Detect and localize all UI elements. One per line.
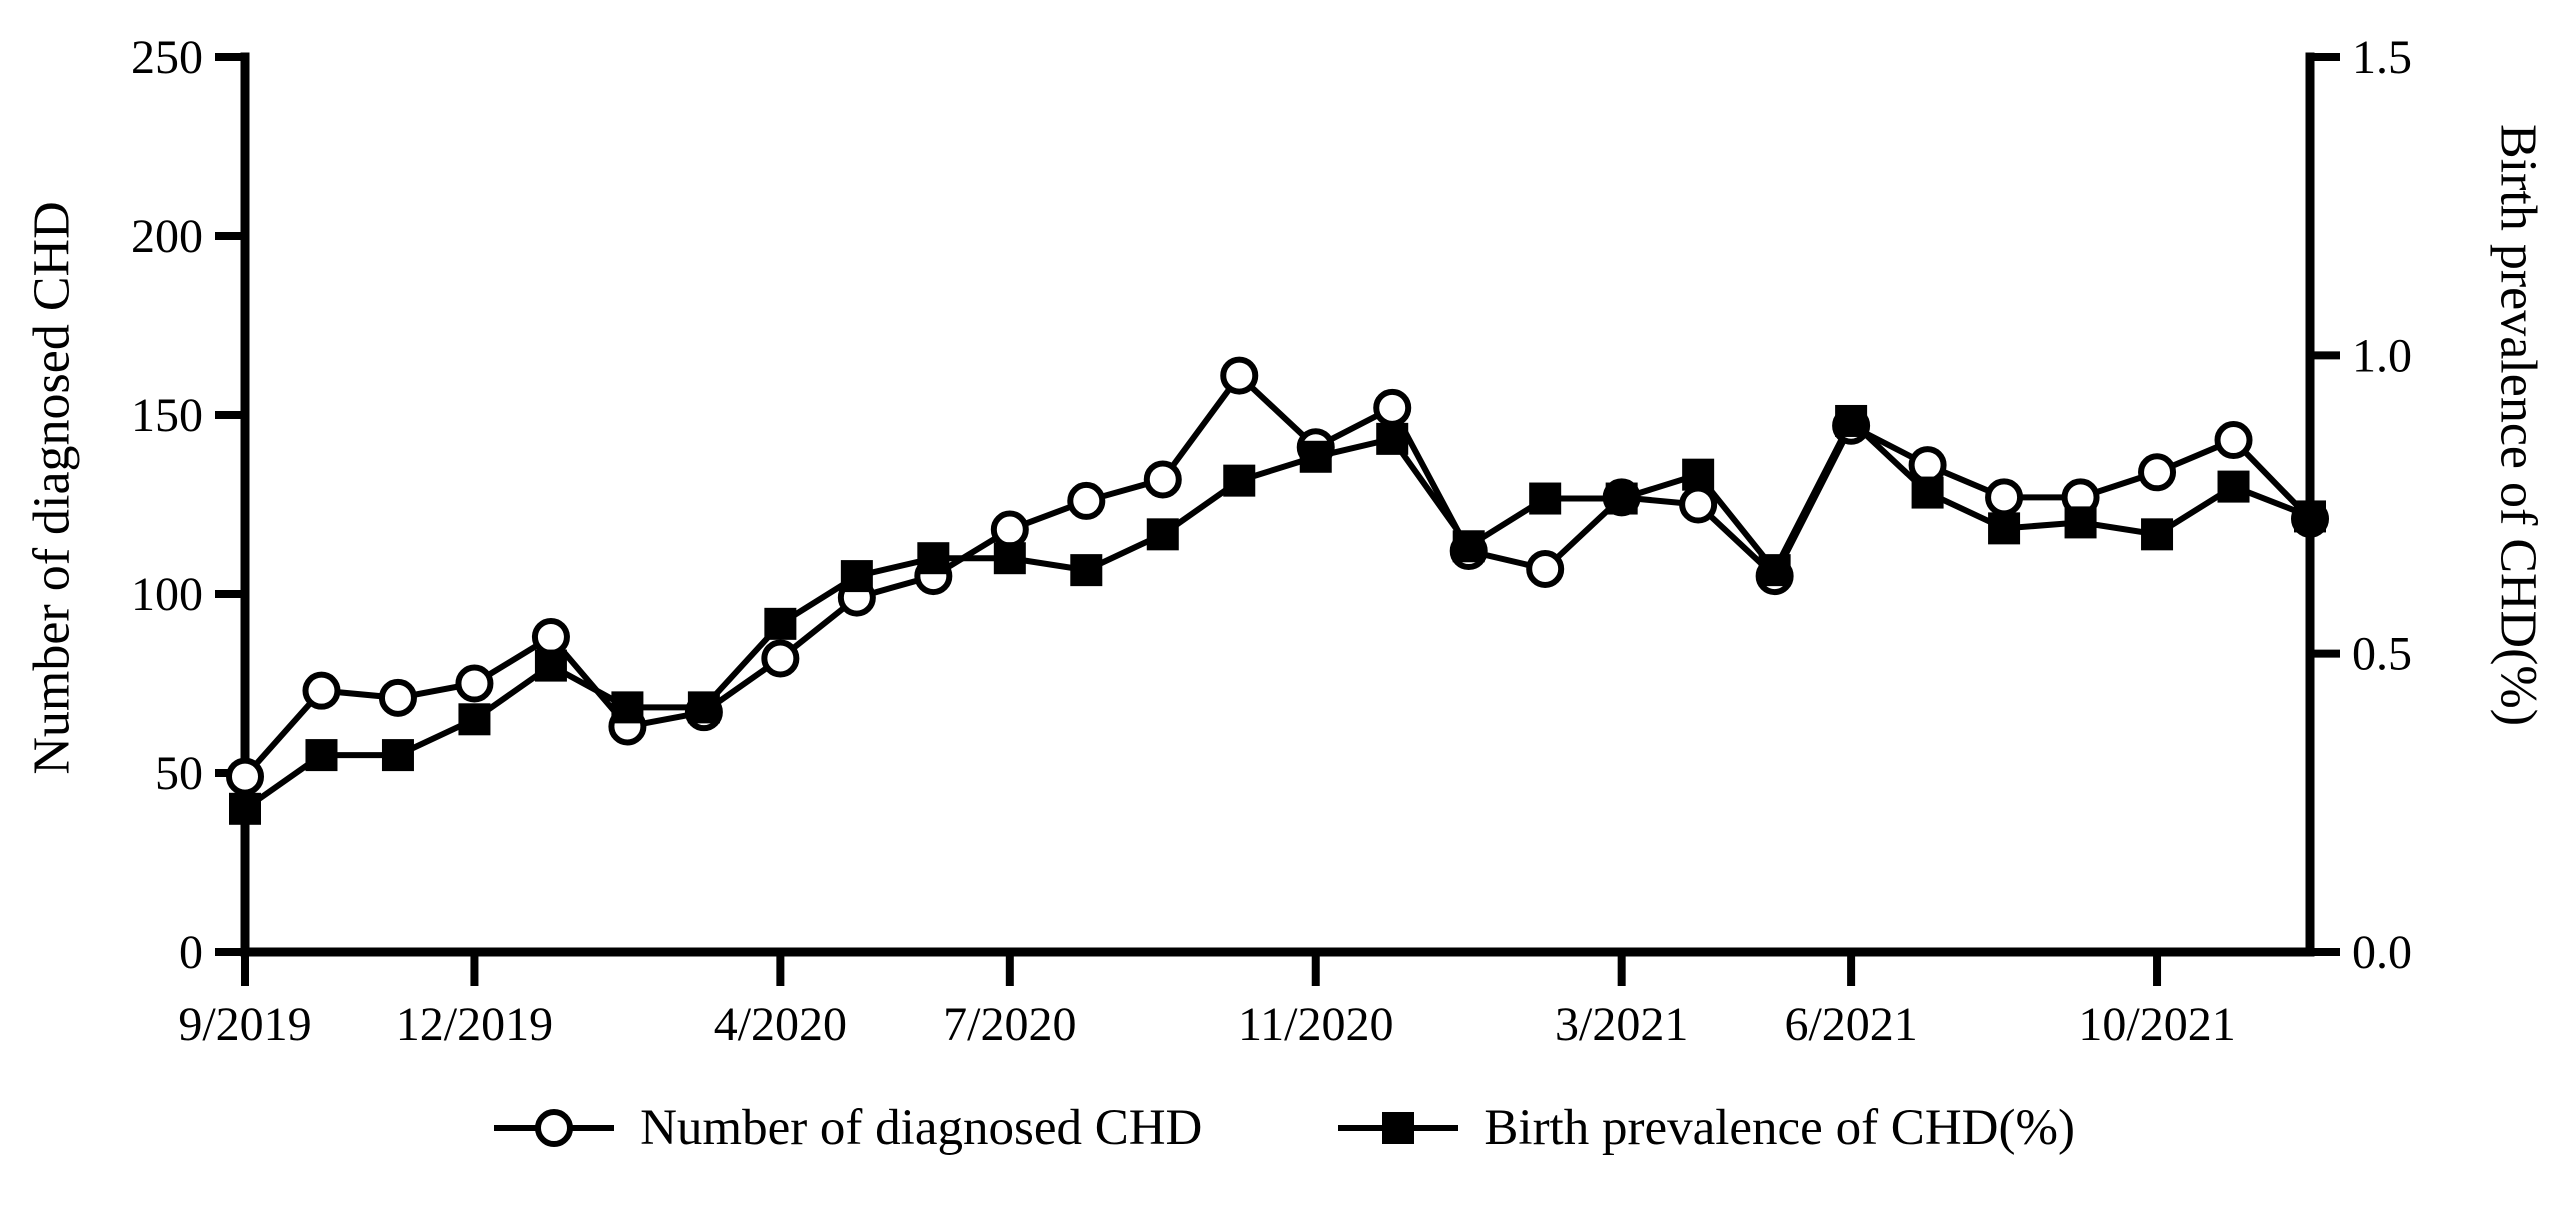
filled-square-marker <box>993 542 1026 575</box>
left-axis-tick-label: 200 <box>131 210 203 263</box>
left-axis-tick-label: 100 <box>131 568 203 621</box>
filled-square-marker <box>2217 470 2250 503</box>
filled-square-marker <box>764 607 797 640</box>
right-axis-tick-label: 0.5 <box>2352 628 2412 681</box>
filled-square-marker <box>381 739 414 772</box>
open-circle-marker <box>990 510 1029 549</box>
open-circle-marker <box>378 678 417 717</box>
legend-item-diagnosed-chd: Number of diagnosed CHD <box>488 1096 1202 1160</box>
filled-square-marker <box>1452 530 1485 563</box>
filled-square-marker <box>1911 476 1944 509</box>
filled-square-marker <box>1146 518 1179 551</box>
filled-square-marker <box>1070 554 1103 587</box>
x-axis-tick-label: 11/2020 <box>1238 998 1394 1051</box>
filled-square-marker <box>1376 422 1409 455</box>
diagnosed-chd-line <box>242 371 2313 779</box>
open-circle-marker <box>761 639 800 678</box>
filled-square-marker <box>1988 512 2021 545</box>
open-circle-marker <box>226 757 264 796</box>
x-axis-tick-label: 4/2020 <box>714 998 847 1051</box>
filled-square-marker <box>229 792 261 825</box>
left-axis-title: Number of diagnosed CHD <box>23 201 81 775</box>
filled-square-marker <box>305 739 338 772</box>
left-axis-tick-label: 150 <box>131 389 203 442</box>
open-circle-marker <box>2138 453 2177 492</box>
left-axis-tick-label: 0 <box>179 926 203 979</box>
open-circle-marker <box>1908 446 1947 485</box>
filled-square-marker <box>1682 458 1715 491</box>
filled-square-line-icon <box>1338 1112 1459 1144</box>
open-circle-marker <box>1067 481 1106 520</box>
open-circle-marker <box>531 617 570 656</box>
left-axis-tick-label: 250 <box>131 31 203 84</box>
legend-label: Birth prevalence of CHD(%) <box>1484 1100 2075 1156</box>
legend: Number of diagnosed CHD Birth prevalence… <box>0 1096 2563 1160</box>
right-axis-tick-label: 1.5 <box>2352 31 2412 84</box>
filled-square-marker <box>840 560 873 593</box>
filled-square-marker <box>1835 404 1868 437</box>
open-circle-marker <box>1373 388 1412 427</box>
open-circle-marker <box>1985 478 2024 517</box>
filled-square-marker <box>611 691 644 724</box>
filled-square-marker <box>1529 482 1562 515</box>
open-circle-line-icon <box>494 1109 615 1147</box>
filled-square-marker <box>2141 518 2174 551</box>
filled-square-marker <box>1223 464 1256 497</box>
open-circle-marker <box>1679 485 1718 524</box>
open-circle-marker <box>1526 549 1565 588</box>
birth-prevalence-line <box>243 416 2312 812</box>
x-axis-tick-label: 7/2020 <box>943 998 1076 1051</box>
right-axis-tick-label: 0.0 <box>2352 926 2412 979</box>
filled-square-marker <box>534 649 567 682</box>
filled-square-marker <box>687 691 720 724</box>
open-circle-marker <box>455 664 494 703</box>
filled-square-marker <box>917 542 950 575</box>
x-axis-tick-label: 12/2019 <box>396 998 553 1051</box>
filled-square-marker <box>458 703 491 736</box>
x-axis-tick-label: 3/2021 <box>1555 998 1688 1051</box>
open-circle-marker <box>1220 356 1259 395</box>
right-axis-tick-label: 1.0 <box>2352 329 2412 382</box>
open-circle-marker <box>2214 421 2253 460</box>
x-axis-tick-label: 6/2021 <box>1784 998 1917 1051</box>
legend-label: Number of diagnosed CHD <box>640 1100 1203 1156</box>
legend-item-birth-prevalence: Birth prevalence of CHD(%) <box>1332 1096 2075 1160</box>
filled-square-marker <box>2064 506 2097 539</box>
filled-square-marker <box>1605 482 1638 515</box>
filled-square-marker <box>1758 554 1791 587</box>
right-axis-title: Birth prevalence of CHD(%) <box>2489 123 2547 727</box>
filled-square-marker <box>1299 440 1332 473</box>
left-axis-tick-label: 50 <box>155 747 203 800</box>
x-axis-tick-label: 10/2021 <box>2078 998 2235 1051</box>
open-circle-marker <box>1143 460 1182 499</box>
filled-square-marker <box>2294 500 2326 533</box>
open-circle-marker <box>302 671 341 710</box>
x-axis-tick-label: 9/2019 <box>178 998 311 1051</box>
